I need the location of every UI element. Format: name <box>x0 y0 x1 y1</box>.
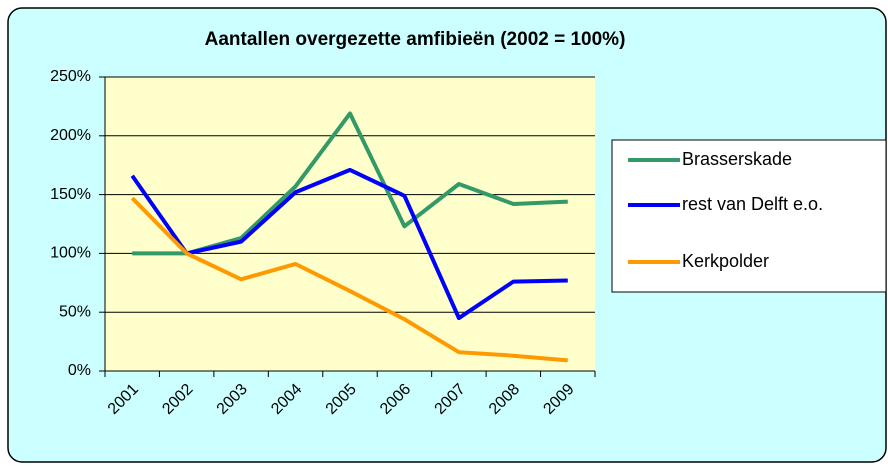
data-line <box>130 167 568 321</box>
legend-label: Kerkpolder <box>682 251 769 271</box>
y-tick-label: 50% <box>59 303 91 320</box>
y-tick-label: 100% <box>50 245 91 262</box>
y-tick-label: 250% <box>50 68 91 85</box>
chart-title: Aantallen overgezette amfibieën (2002 = … <box>205 29 626 50</box>
legend-label: Brasserskade <box>682 149 792 169</box>
y-tick-label: 0% <box>68 362 91 379</box>
data-line <box>130 196 568 363</box>
legend <box>611 139 887 293</box>
y-tick-label: 150% <box>50 186 91 203</box>
legend-label: rest van Delft e.o. <box>682 194 823 214</box>
plot-area <box>105 77 595 371</box>
y-tick-label: 200% <box>50 127 91 144</box>
